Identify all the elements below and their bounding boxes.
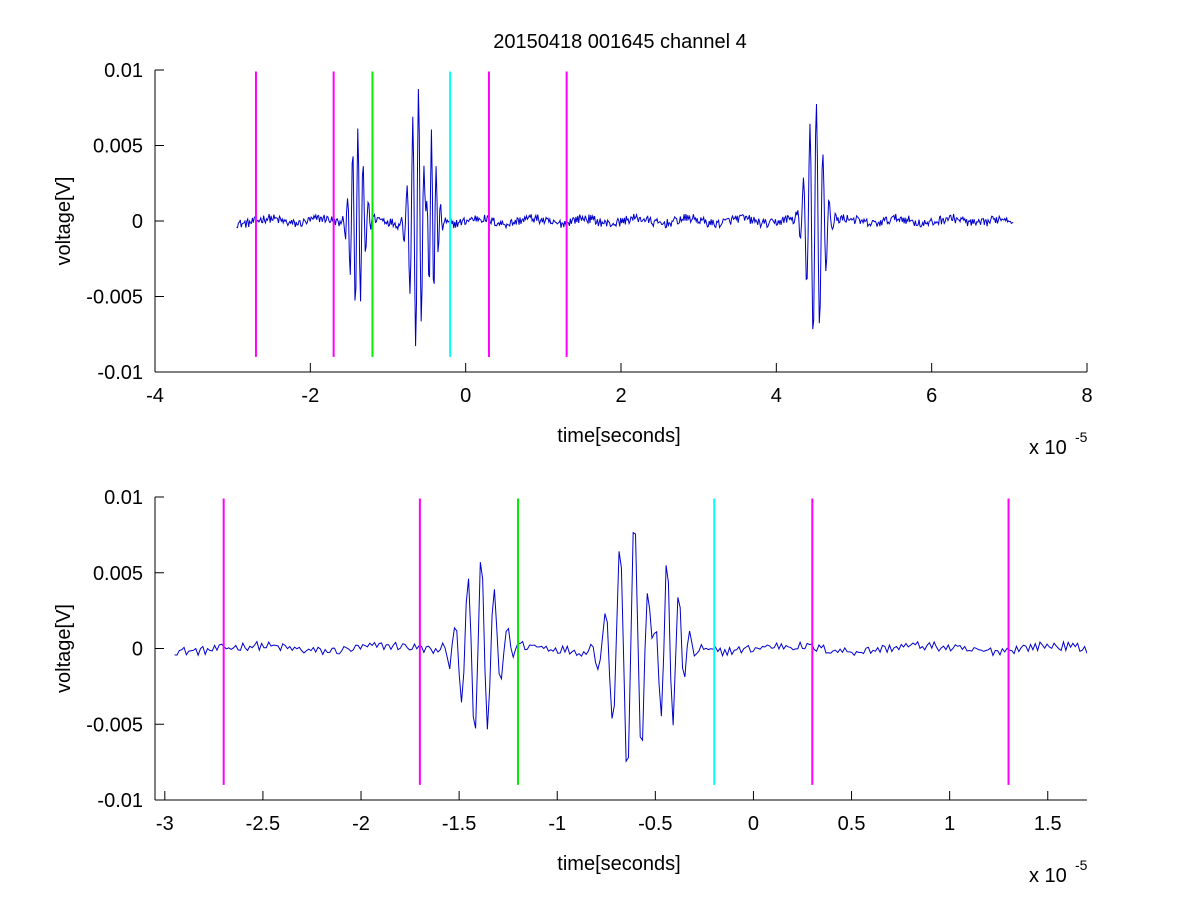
x-tick-label: -2 — [301, 385, 319, 407]
y-axis-label: voltage[V] — [53, 604, 75, 693]
x-tick-label: 0 — [748, 813, 759, 835]
x-multiplier-exponent: -5 — [1075, 857, 1088, 873]
x-tick-label: -3 — [156, 813, 174, 835]
x-tick-label: -4 — [146, 385, 164, 407]
y-tick-label: 0 — [132, 211, 143, 233]
x-multiplier-label: x 10 — [1029, 865, 1067, 887]
x-tick-label: -2.5 — [246, 813, 280, 835]
figure-title: 20150418 001645 channel 4 — [493, 31, 747, 53]
signal-series-line — [174, 531, 1087, 763]
plot-area — [236, 71, 1014, 357]
x-tick-label: 4 — [771, 385, 782, 407]
x-multiplier-exponent: -5 — [1075, 429, 1088, 445]
x-axis-label: time[seconds] — [557, 853, 680, 875]
x-axis-label: time[seconds] — [557, 425, 680, 447]
x-multiplier-label: x 10 — [1029, 437, 1067, 459]
x-tick-label: 0 — [460, 385, 471, 407]
y-axis-label: voltage[V] — [53, 177, 75, 266]
x-tick-label: -0.5 — [638, 813, 672, 835]
x-tick-label: 2 — [615, 385, 626, 407]
y-tick-label: 0.005 — [93, 563, 143, 585]
y-tick-label: -0.01 — [97, 790, 143, 812]
x-tick-label: 1 — [944, 813, 955, 835]
signal-series-line — [236, 89, 1014, 347]
x-tick-label: 6 — [926, 385, 937, 407]
x-tick-label: -1 — [548, 813, 566, 835]
y-tick-label: -0.005 — [86, 714, 143, 736]
y-tick-label: 0.01 — [104, 60, 143, 82]
x-tick-label: -1.5 — [442, 813, 476, 835]
y-tick-label: 0.005 — [93, 136, 143, 158]
y-tick-label: -0.005 — [86, 287, 143, 309]
y-tick-label: 0.01 — [104, 487, 143, 509]
x-tick-label: 0.5 — [838, 813, 866, 835]
bottom-axes: -0.01 -0.005 0 0.005 0.01 -3 -2.5 -2 -1.5 -1 -0.5 0… — [53, 487, 1088, 887]
y-tick-label: 0 — [132, 639, 143, 661]
x-tick-label: -2 — [352, 813, 370, 835]
x-tick-label: 8 — [1081, 385, 1092, 407]
y-tick-label: -0.01 — [97, 362, 143, 384]
x-tick-label: 1.5 — [1034, 813, 1062, 835]
plot-area — [174, 498, 1087, 785]
top-axes: -0.01 -0.005 0 0.005 0.01 -4 -2 0 2 4 6 8 time[secon… — [53, 60, 1093, 459]
